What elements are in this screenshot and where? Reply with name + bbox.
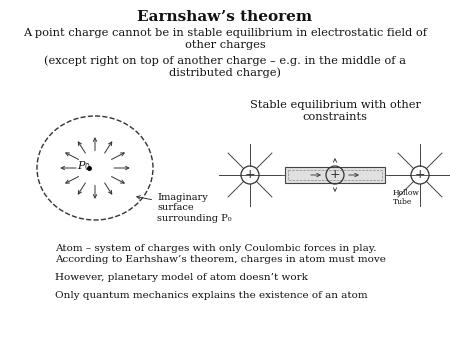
Text: other charges: other charges: [184, 40, 266, 50]
Text: Imaginary
surface
surrounding P₀: Imaginary surface surrounding P₀: [137, 193, 232, 223]
Text: +: +: [415, 169, 425, 182]
Text: +: +: [245, 169, 255, 182]
Text: Only quantum mechanics explains the existence of an atom: Only quantum mechanics explains the exis…: [55, 291, 368, 300]
Text: A point charge cannot be in stable equilibrium in electrostatic field of: A point charge cannot be in stable equil…: [23, 28, 427, 38]
Text: distributed charge): distributed charge): [169, 67, 281, 77]
Text: Atom – system of charges with only Coulombic forces in play.: Atom – system of charges with only Coulo…: [55, 244, 377, 253]
Text: Earnshaw’s theorem: Earnshaw’s theorem: [137, 10, 313, 24]
Text: Stable equilibrium with other: Stable equilibrium with other: [249, 100, 420, 110]
Text: However, planetary model of atom doesn’t work: However, planetary model of atom doesn’t…: [55, 273, 308, 282]
Text: P$_0$: P$_0$: [77, 159, 91, 173]
Text: +: +: [330, 169, 340, 182]
Bar: [285, 167, 385, 183]
Text: (except right on top of another charge – e.g. in the middle of a: (except right on top of another charge –…: [44, 55, 406, 66]
Text: Hollow
Tube: Hollow Tube: [393, 189, 420, 206]
Bar: [288, 170, 382, 180]
Text: constraints: constraints: [302, 112, 368, 122]
Text: According to Earhshaw’s theorem, charges in atom must move: According to Earhshaw’s theorem, charges…: [55, 255, 386, 264]
